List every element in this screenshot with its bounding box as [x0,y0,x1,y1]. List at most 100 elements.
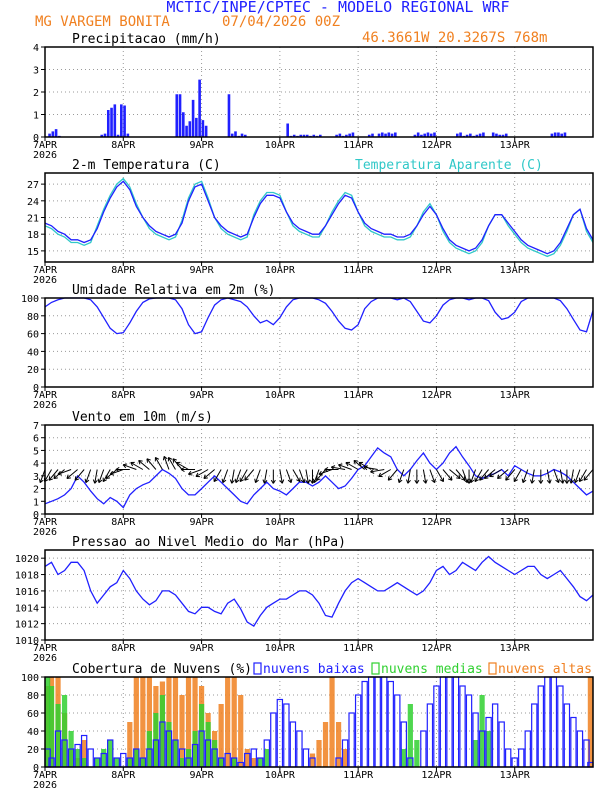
wind-arrow [564,469,570,484]
wind-arrow [338,463,352,470]
panel-frame [44,676,594,768]
precip-bar [100,134,104,137]
rh-line-blue [44,297,594,335]
temp-line-blue [44,180,594,255]
wind-arrow [435,469,445,483]
legend-label: nuvens baixas [263,662,365,677]
precip-bar [456,133,459,137]
precip-bar [482,132,485,137]
x-tick-label: 11APR [343,770,374,781]
precip-bar [498,134,502,137]
wind-arrow [414,469,420,484]
cloud-bar-green [218,758,224,767]
y-tick-label: 2 [33,88,39,99]
y-tick-label: 80 [27,312,39,323]
y-tick-label: 60 [27,330,39,341]
x-year-label: 2026 [33,780,57,791]
wind-arrow [442,469,453,481]
x-tick-label: 11APR [343,390,374,401]
x-tick-label: 9APR [190,643,215,654]
y-tick-label: 4 [33,459,39,470]
panel-precip: 0 1 2 3 4 7APR 8APR 9APR 10APR 11APR 12APR 13APR 202… [33,32,594,161]
cloud-bar-orange [179,695,185,767]
wind-arrow [262,469,268,484]
precip-bar [390,133,394,137]
cloud-bar-green [81,758,87,767]
precip-bar [240,133,244,137]
wind-arrow [66,469,78,479]
precip-bar [182,112,185,137]
y-tick-label: 0 [33,510,39,521]
x-tick-label: 13APR [500,643,531,654]
precip-bar [198,79,201,137]
cloud-bar-green [407,704,413,767]
panel-pressure: 1010 1012 1014 1016 1018 1020 7APR 8APR 9APR 10AP… [15,535,594,664]
wind-arrow [298,469,306,484]
x-year-label: 2026 [33,150,57,161]
x-tick-label: 13APR [500,265,531,276]
cloud-bar-orange [316,740,322,767]
cloud-bar-green [192,731,198,767]
y-tick-label: 1 [33,497,39,508]
x-tick-label: 7APR [33,770,58,781]
cloud-bar-orange [218,704,224,767]
y-tick-label: 6 [33,434,39,445]
precip-bar [299,134,303,137]
precip-bar [292,134,296,137]
wind-arrow [345,461,359,470]
panel-title: 2-m Temperatura (C) [72,158,221,173]
precip-bar [478,133,482,137]
x-tick-label: 12APR [421,265,452,276]
cloud-bar-green [231,758,237,767]
wind-arrow [479,469,490,481]
precip-bar [48,133,51,137]
cloud-bar-green [114,758,120,767]
y-tick-label: 3 [33,66,39,77]
x-tick-label: 13APR [500,390,531,401]
x-tick-label: 10APR [265,643,296,654]
panel-title: Pressao ao Nivel Medio do Mar (hPa) [72,535,346,550]
wind-arrow [378,469,392,478]
cloud-bar-green [172,740,179,767]
x-tick-label: 10APR [265,265,296,276]
y-tick-label: 7 [33,421,39,432]
wind-arrow [154,456,163,470]
cloud-bar-green [159,695,166,767]
wind-arrow [330,465,346,471]
wind-arrow [292,469,301,483]
wind-arrow [285,469,293,484]
x-tick-label: 10APR [265,770,296,781]
y-tick-label: 100 [21,294,39,305]
precip-bar [113,104,117,137]
cloud-bar-green [101,749,107,767]
wind-arrow [406,469,411,484]
precip-bar [426,132,430,137]
coordinates-label: 46.3661W 20.3267S 768m [362,30,547,46]
wind-arrow [109,469,124,476]
wind-arrow [469,469,477,484]
x-tick-label: 11APR [343,517,374,528]
panel-title: Cobertura de Nuvens (%) [72,662,252,677]
wind-arrow [229,469,235,484]
wind-arrow [138,460,150,470]
wind-arrow [74,469,85,481]
y-tick-label: 18 [27,230,39,241]
x-tick-label: 10APR [265,390,296,401]
y-tick-label: 20 [27,745,39,756]
x-tick-label: 7APR [33,517,58,528]
x-tick-label: 8APR [111,265,136,276]
x-tick-label: 8APR [111,770,136,781]
precip-bar [227,94,231,137]
x-tick-label: 9APR [190,390,215,401]
precip-bar [103,133,107,137]
precip-bar [110,107,113,137]
location-label: MG VARGEM BONITA [35,14,170,30]
wind-arrow [57,469,72,476]
wind-arrow [180,467,196,472]
precip-bar [335,134,338,137]
legend-swatch [253,662,262,675]
wind-arrow [546,469,552,484]
wind-arrow [422,469,428,484]
cloud-bar-orange [251,758,257,767]
panel-clouds: 0 20 40 60 80 100 7APR 8APR 9APR 10APR 11APR 12APR 1… [21,662,594,791]
